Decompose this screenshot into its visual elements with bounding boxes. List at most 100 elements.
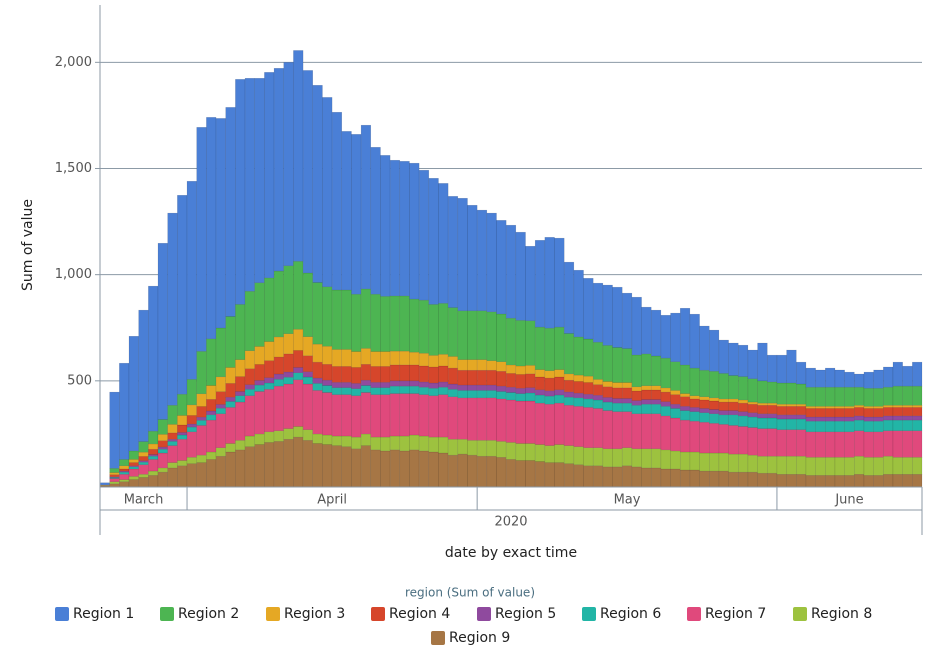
legend-swatch [266, 607, 280, 621]
bar-segment [621, 387, 633, 399]
bar-segment [525, 400, 536, 444]
bar-segment [563, 391, 575, 398]
bar-segment [476, 369, 488, 386]
bar-segment [244, 435, 255, 447]
bar-segment [641, 389, 652, 400]
bar-segment [583, 375, 594, 383]
bar-segment [138, 309, 149, 442]
bars [99, 50, 923, 488]
bar-segment [757, 342, 768, 382]
bar-segment [738, 376, 749, 401]
bar-segment [119, 471, 130, 475]
bar-segment [302, 429, 314, 441]
bar-segment [447, 396, 459, 440]
bar-segment [486, 397, 497, 441]
bar-segment [554, 394, 565, 404]
bar-segment [225, 396, 236, 402]
bar-segment [738, 411, 749, 417]
bar-segment [476, 359, 488, 371]
bar-segment [428, 366, 439, 384]
bar-segment [621, 382, 633, 389]
bar-segment [409, 449, 420, 488]
bar-segment [544, 445, 555, 463]
bar-segment [689, 451, 700, 471]
bar-segment [786, 382, 797, 405]
bar-segment [389, 449, 401, 488]
bar-segment [177, 424, 188, 433]
bar-segment [525, 245, 536, 321]
bar-segment [834, 420, 845, 433]
bar-segment [215, 407, 226, 414]
bar-segment [796, 418, 807, 430]
bar-segment [767, 417, 778, 429]
bar-segment [786, 406, 797, 416]
bar-segment [138, 441, 149, 453]
bar-segment [854, 415, 865, 421]
bar-segment [670, 390, 681, 395]
bar-segment [409, 364, 420, 382]
bar-segment [689, 407, 700, 412]
bar-segment [399, 393, 410, 437]
bar-segment [631, 405, 642, 414]
bar-segment [467, 369, 478, 386]
bar-segment [660, 406, 671, 417]
bar-segment [302, 383, 314, 430]
bar-segment [457, 359, 468, 371]
y-tick-label: 500 [67, 373, 92, 388]
bar-segment [119, 479, 130, 482]
bar-segment [718, 401, 729, 411]
bar-segment [815, 457, 826, 476]
bar-segment [573, 269, 584, 338]
bar-segment [602, 345, 613, 382]
bar-segment [912, 405, 923, 408]
bar-segment [679, 469, 691, 488]
legend-label: Region 2 [178, 606, 239, 622]
bar-segment [825, 416, 836, 422]
bar-segment [418, 381, 430, 388]
bar-segment [708, 423, 720, 454]
bar-segment [360, 385, 372, 393]
bar-segment [196, 351, 207, 395]
bar-segment [505, 459, 517, 488]
bar-segment [825, 386, 836, 407]
bar-segment [728, 471, 739, 488]
bar-segment [225, 383, 236, 398]
bar-segment [641, 413, 652, 450]
bar-segment [244, 446, 255, 488]
bar-segment [235, 440, 246, 451]
x-tick-label: March [124, 493, 164, 508]
bar-segment [196, 127, 207, 352]
bar-segment [805, 408, 816, 418]
bar-segment [273, 379, 284, 387]
bar-segment [650, 309, 662, 357]
bar-segment [254, 346, 265, 365]
bar-segment [447, 454, 459, 488]
bar-segment [612, 448, 623, 468]
bar-segment [496, 398, 507, 442]
bar-segment [293, 379, 304, 427]
bar-segment [815, 406, 826, 409]
bar-segment [602, 410, 613, 450]
bar-segment [312, 377, 323, 384]
bar-segment [428, 395, 439, 438]
bar-segment [380, 351, 391, 367]
bar-segment [902, 365, 913, 387]
bar-segment [283, 62, 294, 266]
bar-segment [583, 465, 594, 488]
bar-segment [389, 364, 401, 382]
bar-segment [360, 288, 372, 349]
bar-segment [505, 364, 517, 374]
bar-segment [206, 414, 217, 421]
bar-segment [892, 405, 903, 408]
bar-segment [409, 434, 420, 451]
bar-segment [225, 443, 236, 453]
bar-segment [235, 376, 246, 392]
bar-segment [631, 413, 642, 450]
bar-segment [486, 384, 497, 391]
bar-segment [728, 425, 739, 455]
bar-segment [883, 419, 894, 431]
bar-segment [409, 385, 420, 394]
bar-segment [573, 464, 584, 488]
bar-segment [148, 459, 159, 472]
